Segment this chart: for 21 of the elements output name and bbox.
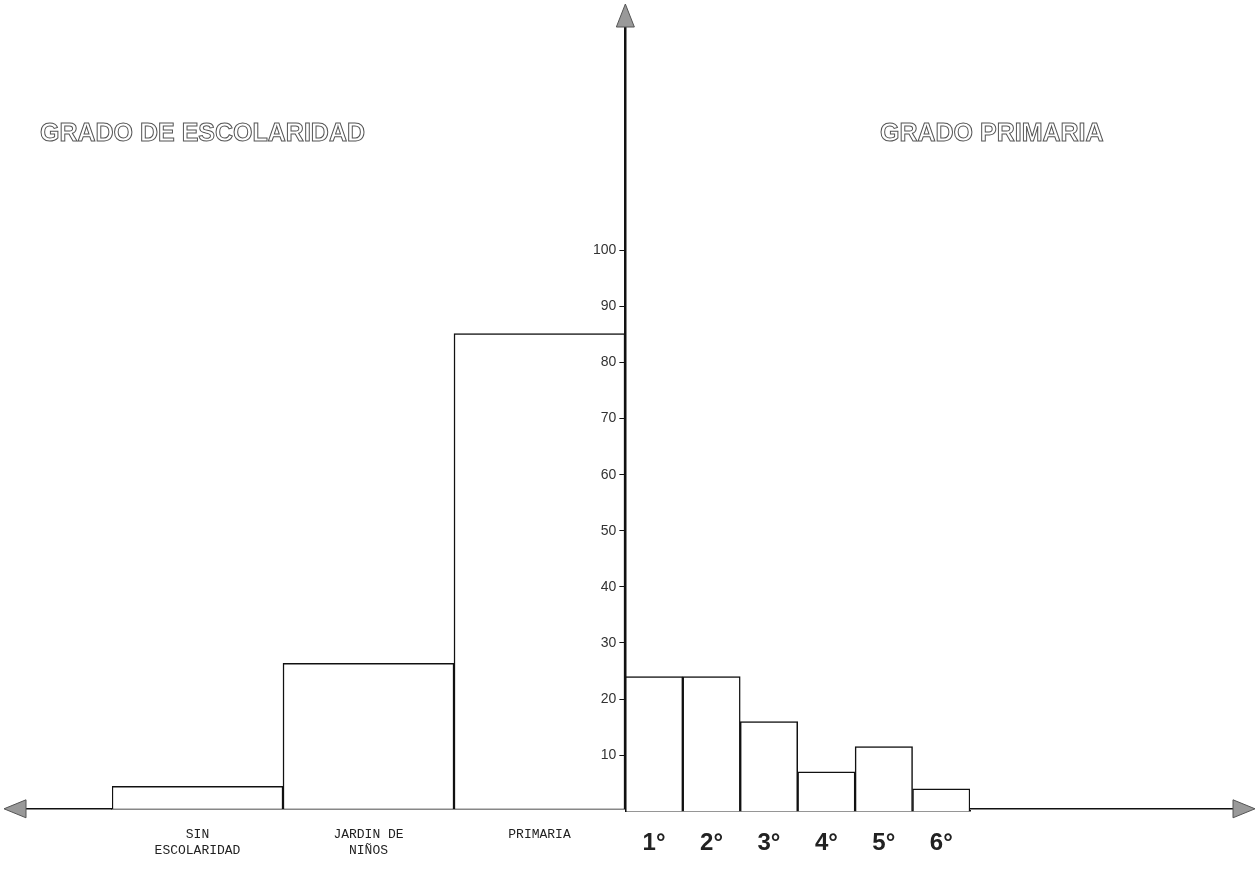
y-tick-label: 10 bbox=[600, 745, 617, 762]
y-tick-label: 90 bbox=[600, 297, 617, 314]
y-tick-label: 30 bbox=[600, 633, 617, 650]
text: GRADO PRIMARIA bbox=[880, 118, 1104, 147]
y-tick-label: 40 bbox=[600, 577, 617, 594]
x-tick-label: 3° bbox=[757, 828, 781, 856]
x-tick-label: JARDIN DE NIÑOS bbox=[333, 827, 404, 858]
y-tick-label: 60 bbox=[600, 465, 617, 482]
x-tick-label: 6° bbox=[929, 828, 953, 856]
x-tick-label: 5° bbox=[872, 828, 896, 856]
x-tick-label: 4° bbox=[814, 828, 838, 856]
y-tick-label: 80 bbox=[600, 353, 617, 370]
y-tick-label: 100 bbox=[593, 241, 617, 258]
text: GRADO DE ESCOLARIDAD bbox=[40, 118, 366, 147]
y-tick-label: 70 bbox=[600, 409, 617, 426]
y-tick-label: 50 bbox=[600, 521, 617, 538]
x-tick-label: PRIMARIA bbox=[508, 827, 571, 843]
x-tick-label: SIN ESCOLARIDAD bbox=[154, 827, 241, 858]
y-tick-label: 20 bbox=[600, 689, 617, 706]
x-tick-label: 2° bbox=[700, 828, 723, 856]
x-tick-label: 1° bbox=[642, 828, 666, 856]
